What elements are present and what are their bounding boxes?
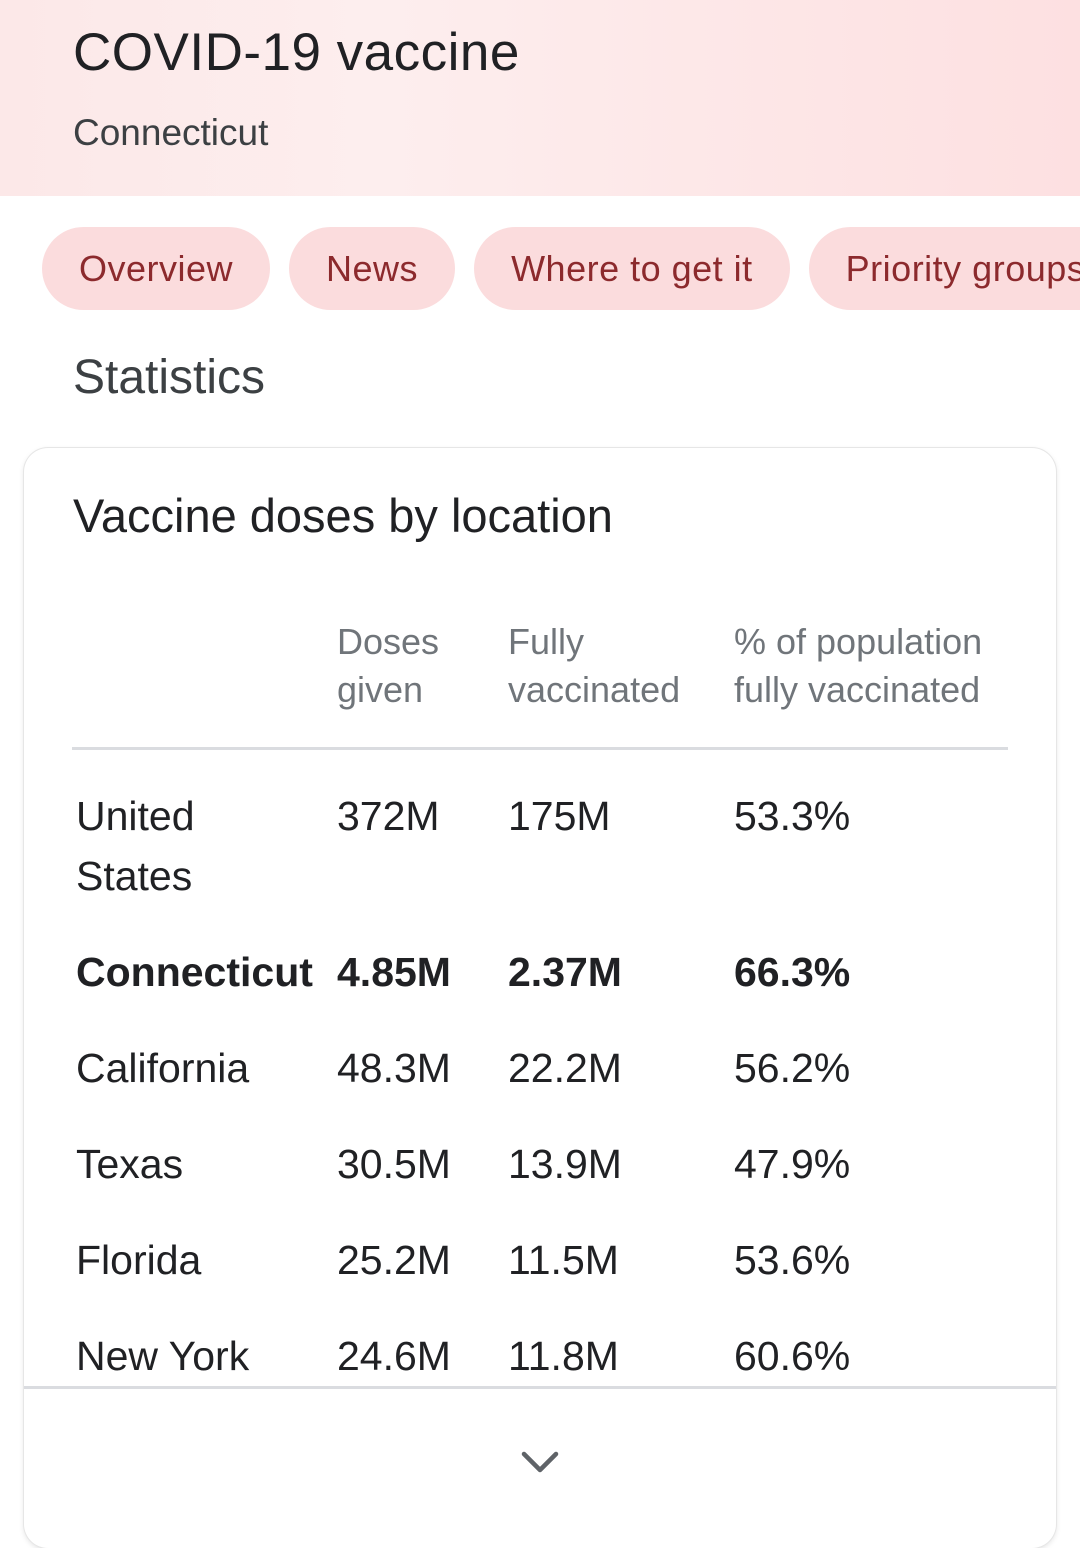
row-fully-vaccinated: 175M (508, 793, 611, 839)
row-percent: 53.3% (734, 793, 851, 839)
row-fully-vaccinated: 11.5M (508, 1237, 619, 1283)
topic-chips: Overview News Where to get it Priority g… (42, 227, 1080, 310)
chip-news[interactable]: News (289, 227, 456, 310)
row-percent: 60.6% (734, 1333, 851, 1379)
chip-overview[interactable]: Overview (42, 227, 271, 310)
row-fully-vaccinated: 13.9M (508, 1141, 622, 1187)
row-fully-vaccinated: 22.2M (508, 1045, 622, 1091)
row-location: Florida (76, 1237, 202, 1283)
card-title: Vaccine doses by location (73, 489, 613, 542)
row-fully-vaccinated: 11.8M (508, 1333, 619, 1379)
row-doses: 25.2M (337, 1237, 451, 1283)
row-percent: 53.6% (734, 1237, 851, 1283)
row-location: California (76, 1045, 250, 1091)
expand-button[interactable] (510, 1438, 570, 1486)
card-footer-divider (24, 1386, 1056, 1389)
row-percent: 56.2% (734, 1045, 851, 1091)
row-location: Connecticut (76, 949, 313, 995)
row-fully-vaccinated: 2.37M (508, 949, 622, 995)
row-doses: 4.85M (337, 949, 451, 995)
row-location: Texas (76, 1141, 184, 1187)
row-location: United States (76, 793, 195, 899)
row-location: New York (76, 1333, 250, 1379)
row-doses: 30.5M (337, 1141, 451, 1187)
column-header-fully-vaccinated: Fully vaccinated (508, 621, 681, 710)
table-header-divider (72, 747, 1008, 750)
chevron-down-icon (521, 1451, 559, 1473)
chip-priority-groups[interactable]: Priority groups (808, 227, 1080, 310)
page-title: COVID-19 vaccine (73, 23, 520, 82)
row-percent: 47.9% (734, 1141, 851, 1187)
section-title: Statistics (73, 351, 266, 404)
column-header-doses: Doses given (337, 621, 440, 710)
chip-where-to-get-it[interactable]: Where to get it (474, 227, 790, 310)
vaccine-doses-card: Vaccine doses by location Doses given Fu… (24, 448, 1056, 1548)
row-doses: 24.6M (337, 1333, 451, 1379)
row-doses: 372M (337, 793, 440, 839)
column-header-percent-fully-vaccinated: % of population fully vaccinated (734, 621, 983, 710)
page-header: COVID-19 vaccine Connecticut (0, 0, 1080, 196)
row-percent: 66.3% (734, 949, 851, 995)
page-subtitle: Connecticut (73, 112, 269, 153)
row-doses: 48.3M (337, 1045, 451, 1091)
